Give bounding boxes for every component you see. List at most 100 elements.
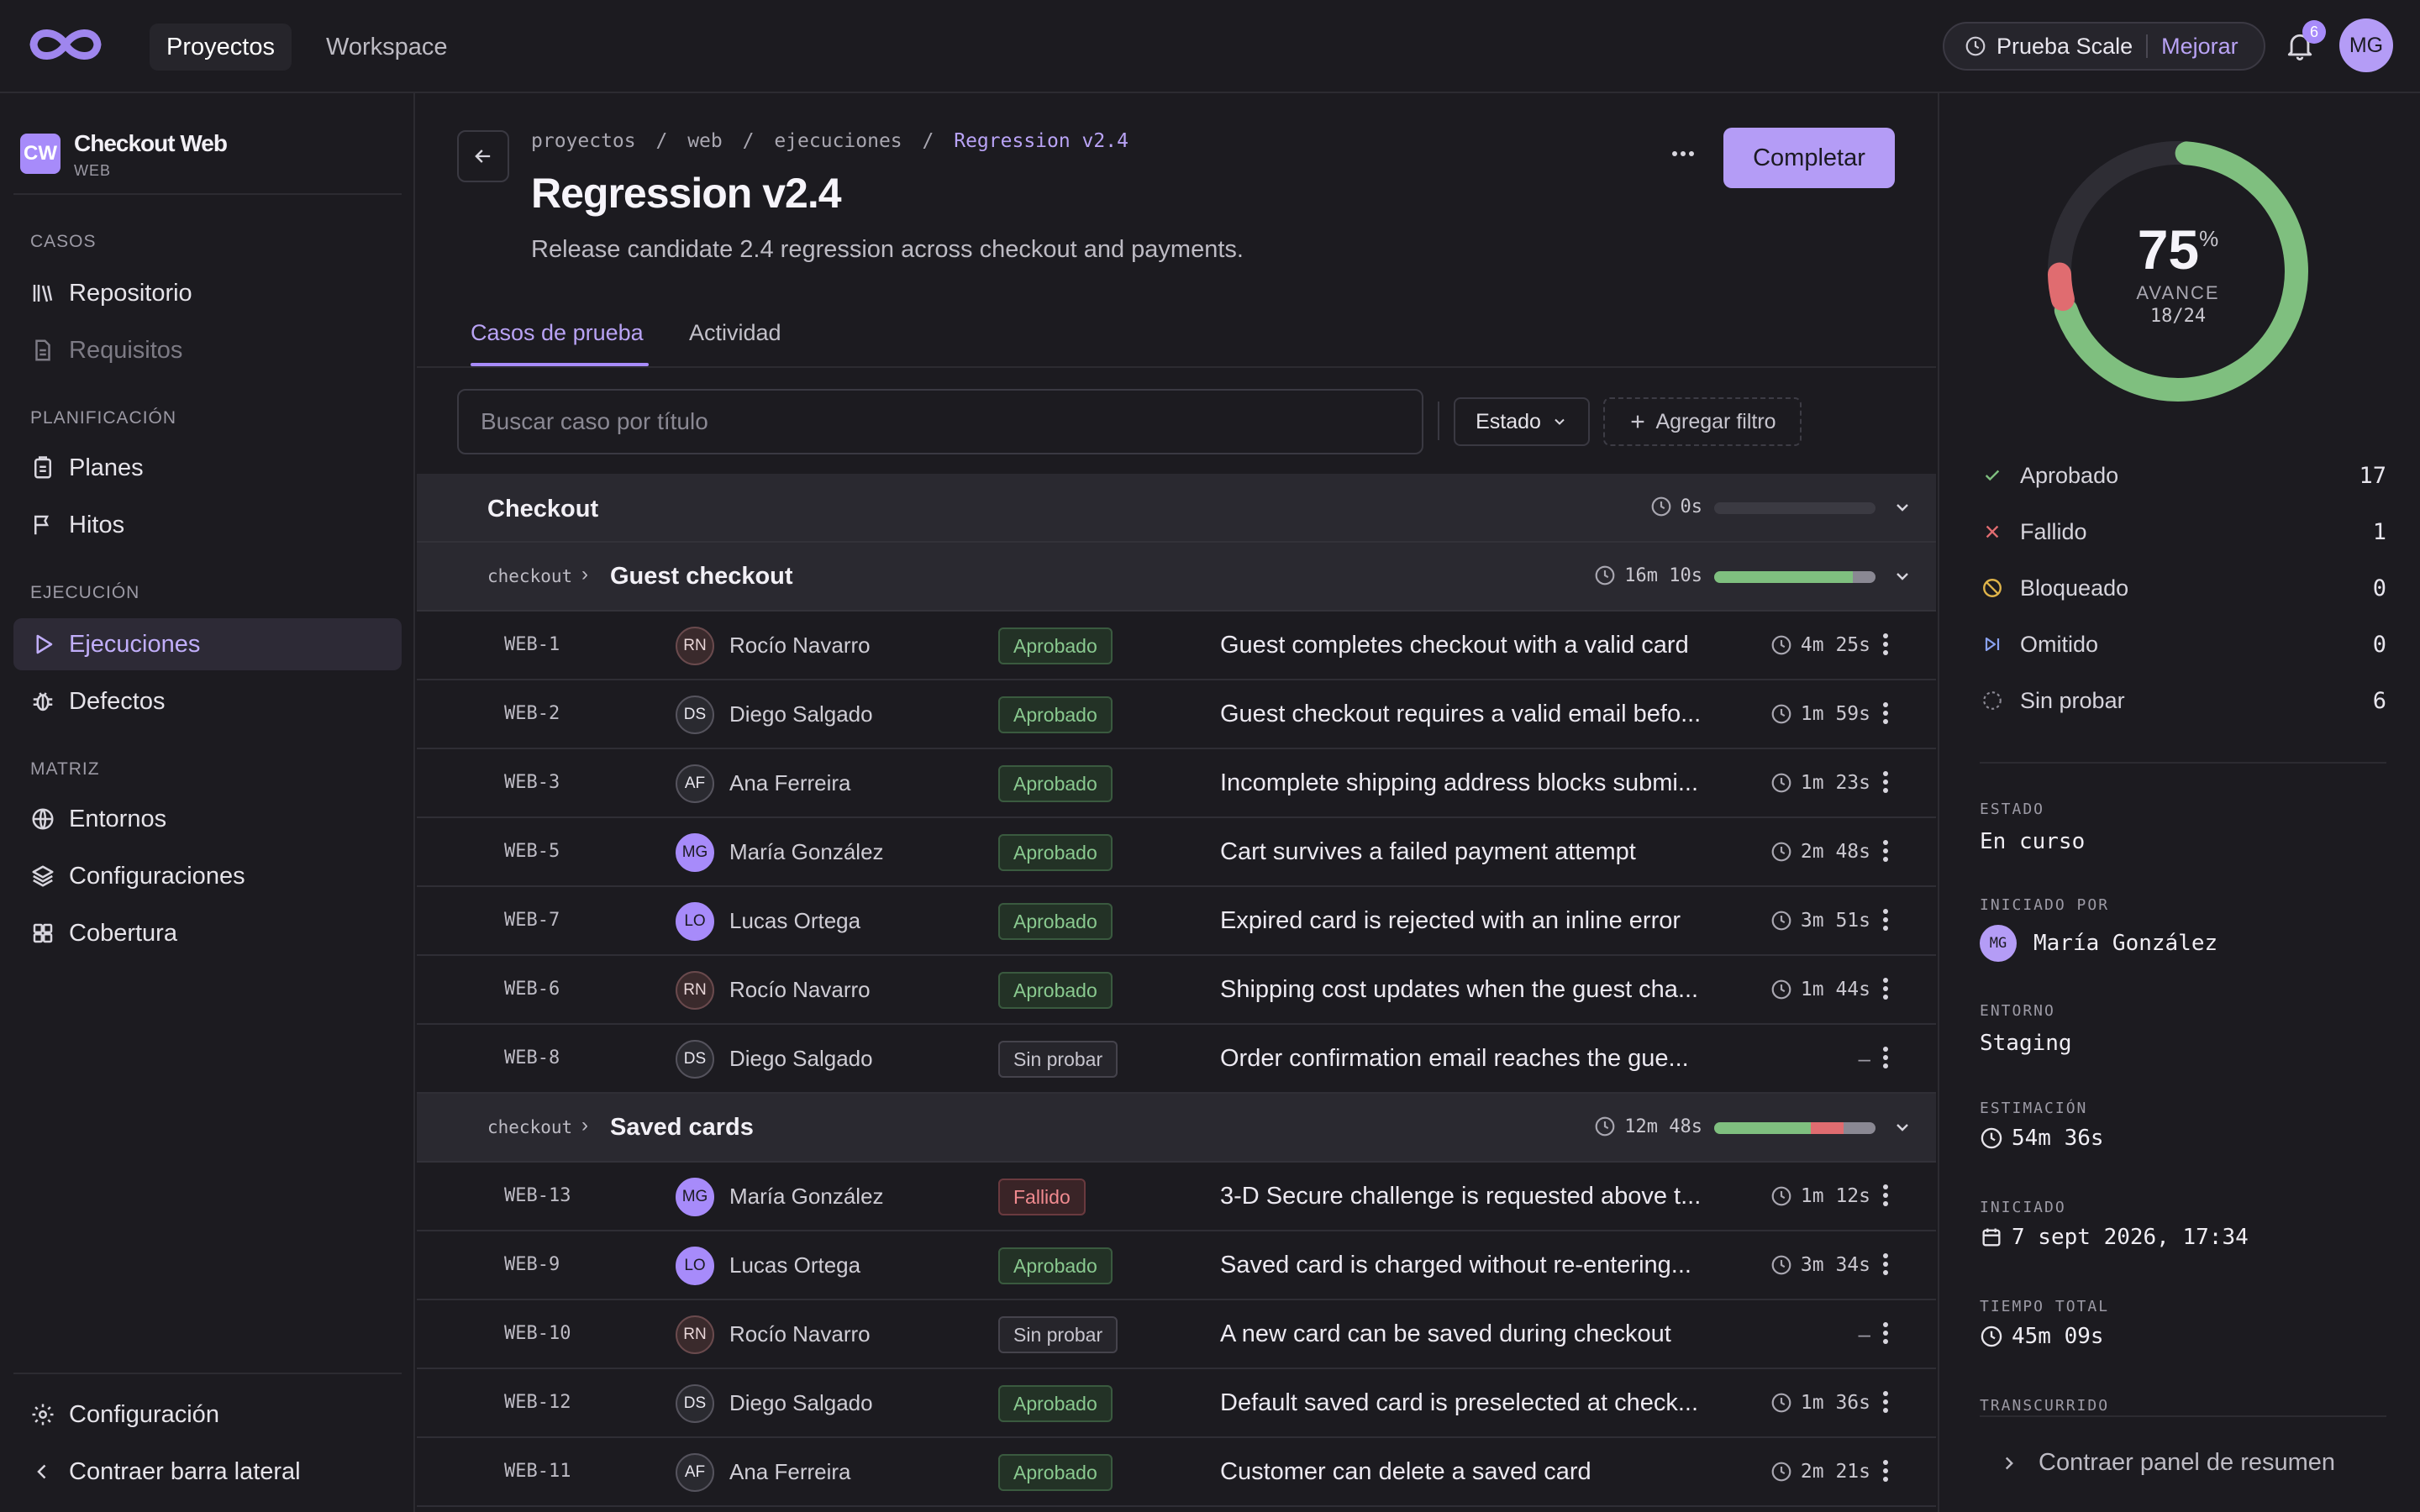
status-badge[interactable]: Fallido [998, 1179, 1086, 1215]
case-id[interactable]: WEB-2 [504, 703, 560, 724]
table-row[interactable]: WEB-7 LO Lucas Ortega Aprobado Expired card … [417, 887, 1936, 956]
complete-run-button[interactable]: Completar [1723, 128, 1895, 188]
more-vertical-icon[interactable] [1882, 976, 1889, 1001]
table-row[interactable]: WEB-8 DS Diego Salgado Sin probar Order conf… [417, 1025, 1936, 1094]
more-vertical-icon[interactable] [1882, 1252, 1889, 1277]
case-title[interactable]: Guest checkout requires a valid email be… [1220, 701, 1702, 727]
table-row[interactable]: WEB-6 RN Rocío Navarro Aprobado Shipping cos… [417, 956, 1936, 1025]
table-row[interactable]: WEB-1 RN Rocío Navarro Aprobado Guest comple… [417, 612, 1936, 680]
status-badge[interactable]: Aprobado [998, 627, 1113, 664]
status-badge[interactable]: Aprobado [998, 1454, 1113, 1491]
table-row[interactable]: WEB-10 RN Rocío Navarro Sin probar A new car… [417, 1300, 1936, 1369]
status-badge[interactable]: Aprobado [998, 834, 1113, 871]
back-button[interactable] [457, 130, 509, 182]
user-avatar[interactable]: MG [2339, 18, 2393, 72]
case-title[interactable]: Saved card is charged without re-enterin… [1220, 1252, 1691, 1278]
status-badge[interactable]: Sin probar [998, 1041, 1118, 1078]
nav-proyectos[interactable]: Proyectos [150, 24, 292, 71]
case-id[interactable]: WEB-13 [504, 1185, 571, 1206]
sidebar-item-planes[interactable]: Planes [13, 442, 402, 494]
status-badge[interactable]: Aprobado [998, 1247, 1113, 1284]
status-badge[interactable]: Aprobado [998, 1385, 1113, 1422]
breadcrumb-web[interactable]: web [687, 130, 723, 152]
table-row[interactable]: WEB-12 DS Diego Salgado Aprobado Default sav… [417, 1369, 1936, 1438]
upgrade-link[interactable]: Mejorar [2161, 33, 2238, 59]
more-vertical-icon[interactable] [1882, 838, 1889, 864]
case-title[interactable]: Incomplete shipping address blocks submi… [1220, 769, 1699, 796]
case-title[interactable]: Shipping cost updates when the guest cha… [1220, 976, 1699, 1003]
case-id[interactable]: WEB-7 [504, 910, 560, 931]
chevron-down-icon[interactable] [1892, 497, 1912, 517]
table-row[interactable]: WEB-9 LO Lucas Ortega Aprobado Saved card is… [417, 1231, 1936, 1300]
more-vertical-icon[interactable] [1882, 1045, 1889, 1070]
breadcrumb-proyectos[interactable]: proyectos [531, 130, 636, 152]
case-id[interactable]: WEB-9 [504, 1254, 560, 1275]
sidebar-item-defectos[interactable]: Defectos [13, 675, 402, 727]
case-title[interactable]: 3-D Secure challenge is requested above … [1220, 1183, 1702, 1210]
stat-omitido[interactable]: Omitido 0 [1980, 627, 2386, 661]
chevron-down-icon[interactable] [1892, 1117, 1912, 1137]
case-id[interactable]: WEB-3 [504, 772, 560, 793]
case-id[interactable]: WEB-10 [504, 1323, 571, 1344]
trial-pill[interactable]: Prueba Scale Mejorar [1943, 22, 2265, 71]
table-row[interactable]: WEB-2 DS Diego Salgado Aprobado Guest checko… [417, 680, 1936, 749]
group-header-saved-cards[interactable]: checkout › Saved cards 12m 48s [417, 1094, 1936, 1163]
table-row[interactable]: WEB-5 MG María González Aprobado Cart surviv… [417, 818, 1936, 887]
status-badge[interactable]: Aprobado [998, 972, 1113, 1009]
case-id[interactable]: WEB-8 [504, 1047, 560, 1068]
case-id[interactable]: WEB-11 [504, 1461, 571, 1482]
sidebar-item-hitos[interactable]: Hitos [13, 499, 402, 551]
more-vertical-icon[interactable] [1882, 907, 1889, 932]
table-row[interactable]: WEB-3 AF Ana Ferreira Aprobado Incomplete sh… [417, 749, 1936, 818]
more-vertical-icon[interactable] [1882, 1320, 1889, 1346]
stat-bloqueado[interactable]: Bloqueado 0 [1980, 571, 2386, 605]
table-row[interactable]: WEB-11 AF Ana Ferreira Aprobado Customer can… [417, 1438, 1936, 1507]
more-vertical-icon[interactable] [1882, 1183, 1889, 1208]
table-row[interactable]: WEB-13 MG María González Fallido 3-D Secure … [417, 1163, 1936, 1231]
more-vertical-icon[interactable] [1882, 701, 1889, 726]
case-title[interactable]: Customer can delete a saved card [1220, 1458, 1591, 1485]
stat-sin-probar[interactable]: Sin probar 6 [1980, 684, 2386, 717]
tab-actividad[interactable]: Actividad [689, 320, 781, 345]
status-badge[interactable]: Aprobado [998, 696, 1113, 733]
collapse-summary-button[interactable]: Contraer panel de resumen [1939, 1415, 2420, 1512]
status-badge[interactable]: Aprobado [998, 765, 1113, 802]
breadcrumb-ejecuciones[interactable]: ejecuciones [774, 130, 902, 152]
case-title[interactable]: Expired card is rejected with an inline … [1220, 907, 1681, 934]
stat-aprobado[interactable]: Aprobado 17 [1980, 459, 2386, 492]
search-input[interactable]: Buscar caso por título [457, 389, 1423, 454]
group-header-guest-checkout[interactable]: checkout › Guest checkout 16m 10s [417, 543, 1936, 612]
sidebar-item-configuracion[interactable]: Configuración [13, 1389, 402, 1441]
case-title[interactable]: Guest completes checkout with a valid ca… [1220, 632, 1689, 659]
add-filter-button[interactable]: Agregar filtro [1603, 397, 1802, 446]
collapse-sidebar-button[interactable]: Contraer barra lateral [13, 1446, 402, 1498]
sidebar-item-cobertura[interactable]: Cobertura [13, 907, 402, 959]
case-id[interactable]: WEB-1 [504, 634, 560, 655]
more-vertical-icon[interactable] [1882, 1458, 1889, 1483]
sidebar-item-repositorio[interactable]: Repositorio [13, 267, 402, 319]
case-id[interactable]: WEB-5 [504, 841, 560, 862]
case-title[interactable]: Cart survives a failed payment attempt [1220, 838, 1636, 865]
sidebar-item-ejecuciones[interactable]: Ejecuciones [13, 618, 402, 670]
status-badge[interactable]: Aprobado [998, 903, 1113, 940]
status-badge[interactable]: Sin probar [998, 1316, 1118, 1353]
sidebar-item-configuraciones[interactable]: Configuraciones [13, 850, 402, 902]
stat-fallido[interactable]: Fallido 1 [1980, 515, 2386, 549]
app-logo-icon[interactable] [25, 24, 106, 66]
tab-casos-de-prueba[interactable]: Casos de prueba [471, 320, 644, 345]
sidebar-item-requisitos[interactable]: Requisitos [13, 324, 402, 376]
case-title[interactable]: A new card can be saved during checkout [1220, 1320, 1671, 1347]
more-vertical-icon[interactable] [1882, 769, 1889, 795]
status-filter-dropdown[interactable]: Estado [1454, 397, 1590, 446]
more-horizontal-icon[interactable] [1670, 149, 1696, 159]
more-vertical-icon[interactable] [1882, 632, 1889, 657]
case-id[interactable]: WEB-12 [504, 1392, 571, 1413]
case-title[interactable]: Default saved card is preselected at che… [1220, 1389, 1699, 1416]
more-vertical-icon[interactable] [1882, 1389, 1889, 1415]
case-title[interactable]: Order confirmation email reaches the gue… [1220, 1045, 1689, 1072]
sidebar-item-entornos[interactable]: Entornos [13, 793, 402, 845]
chevron-down-icon[interactable] [1892, 566, 1912, 586]
case-id[interactable]: WEB-6 [504, 979, 560, 1000]
nav-workspace[interactable]: Workspace [326, 34, 448, 60]
group-header-checkout[interactable]: Checkout 0s [417, 474, 1936, 543]
